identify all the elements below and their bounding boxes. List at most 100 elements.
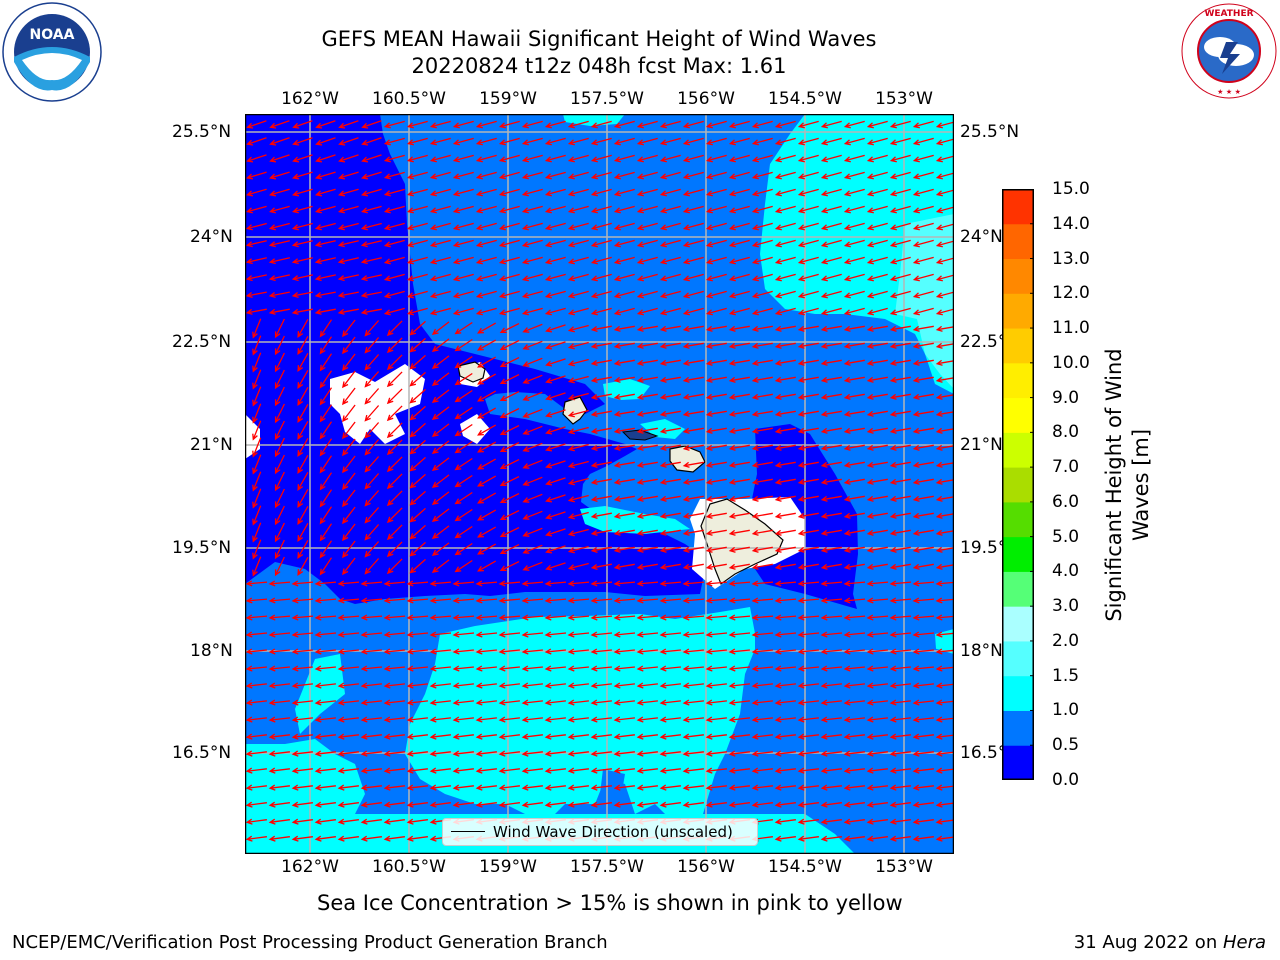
wind-arrow: [659, 716, 681, 723]
wind-arrow: [314, 222, 336, 231]
lat-tick-left: 21°N: [190, 435, 233, 455]
wind-arrow: [636, 307, 658, 316]
wind-arrow: [797, 699, 819, 706]
wind-arrow: [751, 444, 773, 451]
wind-arrow: [498, 171, 520, 180]
wind-arrow: [659, 222, 681, 231]
wind-arrow: [409, 439, 426, 455]
wind-arrow: [314, 648, 336, 655]
nws-logo-icon: WEATHER ★ ★ ★: [1180, 2, 1278, 100]
wind-arrow: [590, 290, 612, 299]
wind-arrow: [774, 137, 796, 146]
wind-arrow: [544, 648, 566, 655]
wind-arrow: [636, 410, 658, 417]
wind-arrow: [429, 784, 451, 791]
wind-arrow: [338, 205, 359, 214]
wind-arrow: [889, 784, 911, 791]
wind-arrow: [409, 473, 426, 489]
wind-arrow: [429, 580, 452, 587]
wind-arrow: [682, 512, 704, 519]
colorbar-segment: [1002, 293, 1034, 329]
wind-arrow: [843, 563, 865, 570]
wind-arrow: [843, 222, 865, 231]
wind-arrow: [866, 835, 888, 842]
wind-arrow: [477, 458, 497, 470]
wind-arrow: [454, 559, 473, 573]
wind-arrow: [268, 801, 290, 808]
wind-arrow: [912, 290, 934, 299]
wind-arrow: [252, 471, 262, 492]
wind-arrow: [820, 205, 842, 214]
wind-arrow: [912, 325, 934, 332]
wind-arrow: [297, 505, 309, 525]
wind-arrow: [383, 307, 405, 316]
wind-arrow: [774, 512, 796, 519]
wind-arrow: [797, 137, 819, 146]
wind-arrow: [613, 563, 635, 570]
wind-arrow: [797, 512, 819, 519]
wind-arrow: [360, 648, 382, 655]
wind-arrow: [728, 427, 750, 434]
wind-arrow: [889, 154, 911, 163]
colorbar-tick-label: 6.0: [1052, 491, 1080, 512]
wind-arrow: [728, 631, 751, 638]
wind-arrow: [636, 563, 658, 570]
wind-arrow: [406, 188, 428, 197]
wind-arrow: [386, 524, 403, 541]
wind-arrow: [590, 222, 612, 231]
wind-arrow: [567, 324, 589, 333]
wind-arrow: [912, 205, 934, 214]
wind-arrow: [274, 437, 285, 458]
wind-arrow: [361, 154, 382, 163]
wind-arrow: [636, 529, 658, 536]
wind-arrow: [314, 682, 336, 689]
wind-arrow: [342, 472, 356, 491]
wind-arrow: [820, 801, 842, 808]
wind-arrow: [364, 439, 380, 456]
wind-arrow: [498, 665, 520, 672]
wind-arrow: [705, 631, 728, 638]
wind-arrow: [912, 137, 934, 146]
wind-arrow: [498, 716, 520, 723]
wind-arrow: [659, 495, 681, 502]
wind-arrow: [705, 154, 727, 163]
wind-arrow: [291, 733, 313, 740]
wind-arrow: [774, 410, 796, 417]
wind-arrow: [475, 205, 497, 214]
wind-arrow: [567, 375, 589, 384]
wind-arrow: [636, 444, 658, 451]
wind-arrow: [797, 835, 819, 842]
wind-arrow: [409, 524, 426, 540]
wind-arrow: [452, 682, 474, 689]
wind-arrow: [452, 290, 474, 299]
wind-arrow: [360, 240, 382, 248]
wind-arrow: [866, 716, 888, 723]
wind-arrow: [843, 154, 865, 163]
wind-arrow: [613, 597, 636, 604]
wind-arrow: [659, 273, 681, 282]
wind-arrow: [383, 154, 405, 163]
wind-arrow: [636, 171, 658, 180]
wind-arrow: [297, 539, 309, 559]
wind-arrow: [521, 154, 543, 163]
wind-arrow: [590, 461, 612, 469]
colorbar-title-line1: Significant Height of Wind: [1102, 348, 1126, 622]
wind-arrow: [360, 699, 382, 706]
wind-arrow: [866, 120, 888, 129]
wind-arrow: [429, 699, 451, 706]
wind-arrow: [682, 325, 704, 332]
wind-arrow: [545, 341, 566, 350]
wind-arrow: [268, 784, 290, 791]
wind-arrow: [252, 335, 262, 356]
wind-arrow: [475, 256, 497, 265]
wind-arrow: [429, 273, 451, 282]
colorbar-segment: [1002, 397, 1034, 433]
wind-arrow: [843, 239, 865, 248]
wind-arrow: [475, 614, 498, 621]
wind-arrow: [889, 427, 911, 434]
wind-arrow: [454, 355, 473, 369]
wind-arrow: [291, 784, 313, 791]
wind-arrow: [751, 222, 773, 231]
colorbar-segment: [1002, 223, 1034, 260]
wind-arrow: [843, 427, 865, 434]
